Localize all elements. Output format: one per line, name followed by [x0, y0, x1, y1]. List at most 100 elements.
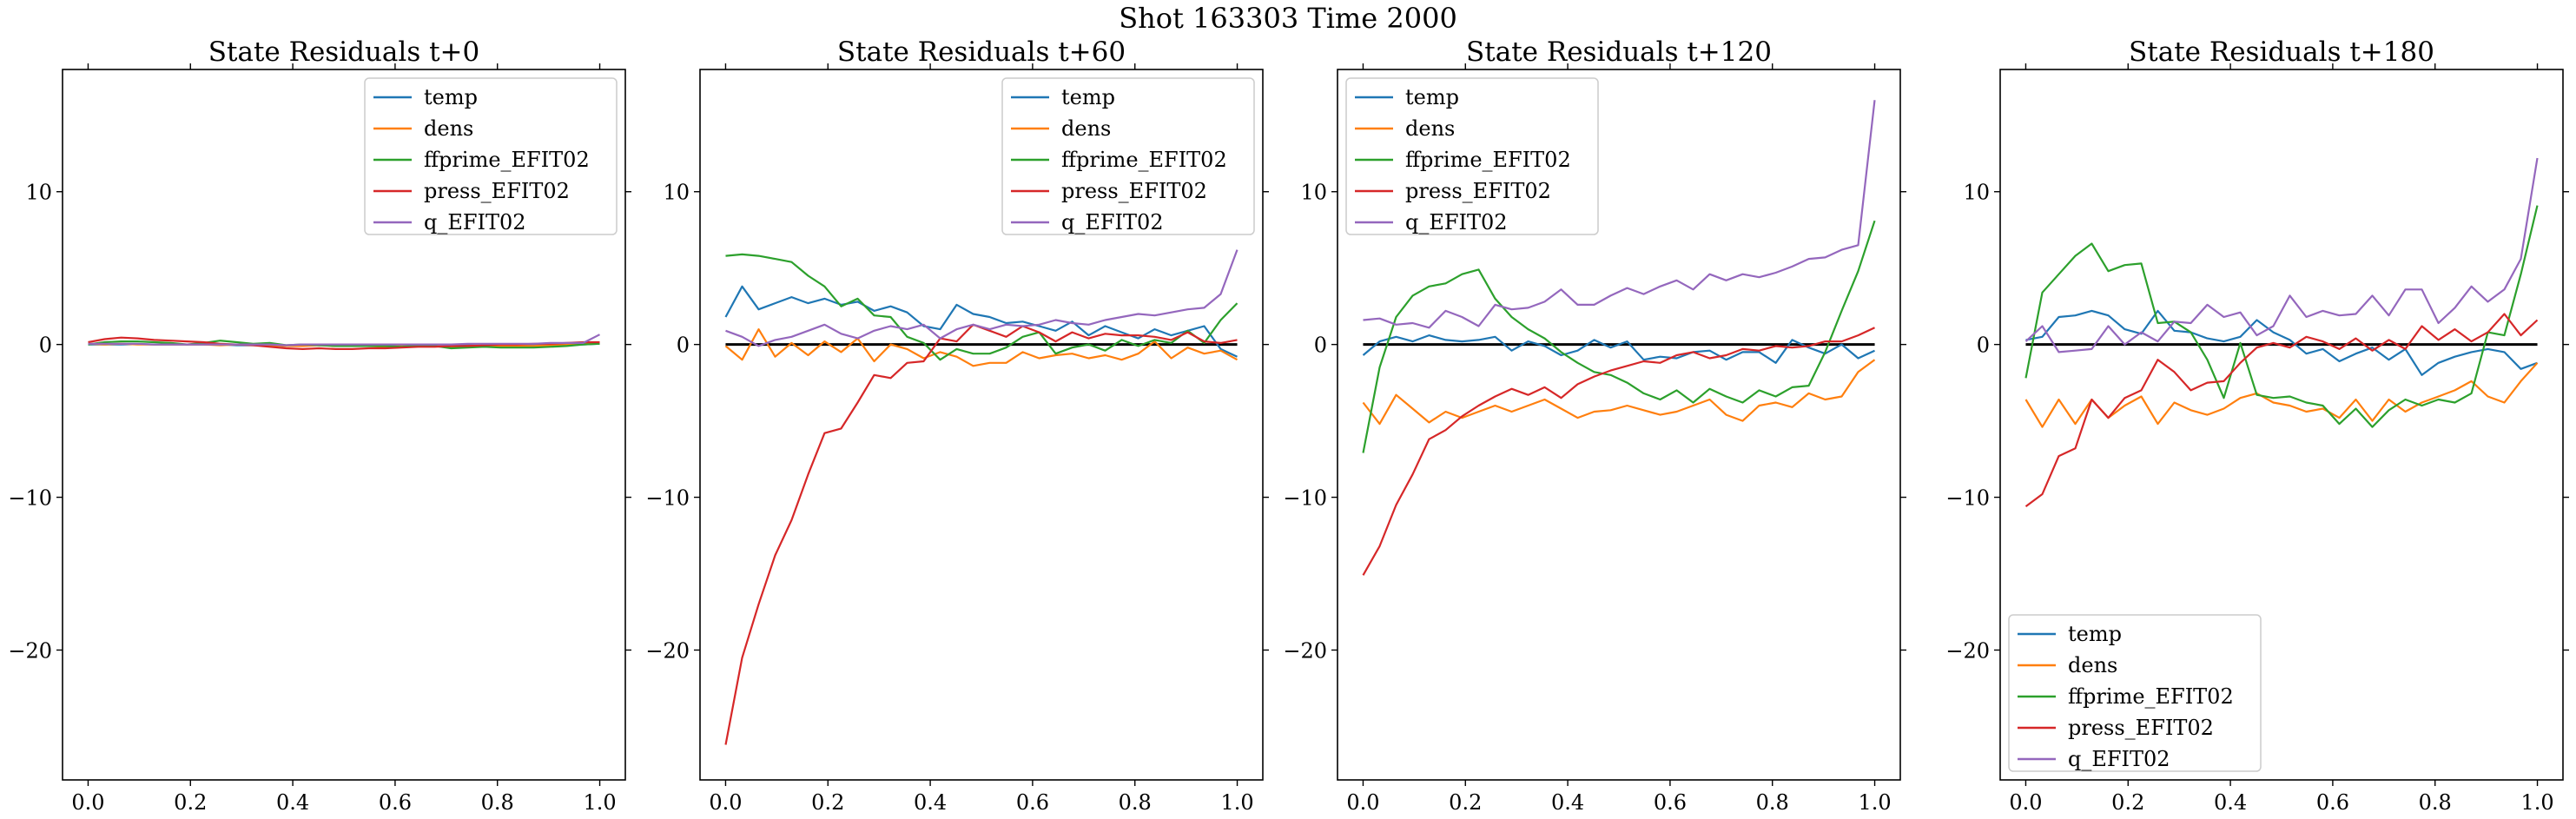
legend: temp dens ffprime_EFIT02 press_EFIT02 q_EFIT… — [364, 77, 618, 235]
x-tick-label: 0.6 — [1016, 790, 1049, 815]
legend-box — [364, 77, 618, 235]
legend-box — [1345, 77, 1599, 235]
legend-label: q_EFIT02 — [2068, 747, 2170, 771]
y-tick-label: 10 — [25, 181, 52, 205]
x-tick-label: 0.0 — [2009, 790, 2042, 815]
x-tick-label: 0.0 — [71, 790, 104, 815]
series-line-ffprime_EFIT02 — [2024, 205, 2539, 428]
x-tick-label: 0.6 — [1654, 790, 1687, 815]
series-line-press_EFIT02 — [724, 323, 1238, 745]
x-tick-label: 0.2 — [811, 790, 844, 815]
y-tick-label: −10 — [1283, 486, 1327, 511]
series-line-dens — [1362, 359, 1876, 426]
panel-title: State Residuals t+0 — [208, 36, 479, 68]
x-tick-label: 1.0 — [2520, 790, 2553, 815]
x-tick-label: 0.8 — [1119, 790, 1152, 815]
legend-label: ffprime_EFIT02 — [2068, 684, 2234, 709]
legend-label: temp — [2068, 622, 2122, 646]
legend: temp dens ffprime_EFIT02 press_EFIT02 q_EFIT… — [1345, 77, 1599, 235]
panel-title: State Residuals t+180 — [2129, 36, 2434, 68]
legend-label: press_EFIT02 — [2068, 716, 2214, 740]
series-line-ffprime_EFIT02 — [88, 340, 600, 350]
legend-label: temp — [424, 85, 478, 109]
legend-label: dens — [1405, 116, 1455, 141]
legend-label: press_EFIT02 — [424, 179, 570, 203]
x-tick-label: 0.0 — [1346, 790, 1379, 815]
axes-frame — [1999, 69, 2564, 781]
x-tick-label: 1.0 — [583, 790, 616, 815]
axes-frame — [699, 69, 1264, 781]
x-tick-label: 0.4 — [1551, 790, 1584, 815]
y-tick-label: −10 — [8, 486, 52, 511]
x-tick-label: 0.2 — [1449, 790, 1482, 815]
legend-label: dens — [1061, 116, 1111, 141]
y-tick-label: −20 — [645, 638, 690, 663]
x-tick-label: 1.0 — [1220, 790, 1253, 815]
legend-label: temp — [1405, 85, 1459, 109]
legend-box — [2008, 614, 2262, 772]
series-line-q_EFIT02 — [725, 249, 1238, 347]
panel-3: State Residuals t+180 0.0 0.2 0.4 0.6 0.8 1.0 −… — [1945, 36, 2569, 815]
legend-label: temp — [1061, 85, 1115, 109]
x-tick-label: 0.8 — [481, 790, 514, 815]
y-tick-label: −10 — [645, 486, 690, 511]
y-tick-label: 0 — [39, 334, 52, 358]
series-line-ffprime_EFIT02 — [1362, 220, 1876, 453]
panel-2: State Residuals t+120 0.0 0.2 0.4 0.6 0.8 1.0 −… — [1283, 36, 1906, 815]
panels: State Residuals t+0 0.0 0.2 0.4 0.6 0.8 1.0 −20… — [8, 36, 2569, 815]
figure-suptitle: Shot 163303 Time 2000 — [1119, 2, 1457, 35]
panel-0: State Residuals t+0 0.0 0.2 0.4 0.6 0.8 1.0 −20… — [8, 36, 631, 815]
axes-frame — [1337, 69, 1901, 781]
series-line-temp — [1362, 334, 1875, 364]
x-tick-label: 0.4 — [2214, 790, 2247, 815]
x-tick-label: 0.2 — [174, 790, 207, 815]
legend-label: q_EFIT02 — [1061, 210, 1164, 234]
y-tick-label: −20 — [1945, 638, 1990, 663]
y-tick-label: −20 — [1283, 638, 1327, 663]
x-tick-label: 0.0 — [709, 790, 742, 815]
series-line-ffprime_EFIT02 — [725, 253, 1238, 361]
x-tick-label: 1.0 — [1858, 790, 1891, 815]
x-tick-label: 0.6 — [379, 790, 412, 815]
legend-label: press_EFIT02 — [1061, 179, 1207, 203]
series-line-dens — [724, 328, 1238, 367]
series-line-press_EFIT02 — [1362, 327, 1875, 576]
panel-1: State Residuals t+60 0.0 0.2 0.4 0.6 0.8 1.0 −2… — [645, 36, 1269, 815]
legend-label: dens — [2068, 653, 2117, 677]
x-tick-label: 0.6 — [2316, 790, 2349, 815]
x-tick-label: 0.2 — [2111, 790, 2144, 815]
legend-label: q_EFIT02 — [1405, 210, 1508, 234]
legend: temp dens ffprime_EFIT02 press_EFIT02 q_EFIT… — [1001, 77, 1255, 235]
legend-label: dens — [424, 116, 473, 141]
x-tick-label: 0.8 — [1756, 790, 1789, 815]
y-tick-label: −20 — [8, 638, 52, 663]
series-line-dens — [2024, 362, 2539, 428]
legend: temp dens ffprime_EFIT02 press_EFIT02 q_EFIT… — [2008, 614, 2262, 772]
series-line-press_EFIT02 — [2024, 313, 2539, 507]
legend-label: q_EFIT02 — [424, 210, 526, 234]
y-tick-label: 10 — [1300, 181, 1327, 205]
y-tick-label: 10 — [663, 181, 690, 205]
x-tick-label: 0.4 — [914, 790, 947, 815]
legend-label: ffprime_EFIT02 — [424, 148, 590, 172]
legend-label: ffprime_EFIT02 — [1405, 148, 1571, 172]
y-tick-label: 0 — [1977, 334, 1990, 358]
y-tick-label: −10 — [1945, 486, 1990, 511]
series-line-temp — [2025, 309, 2538, 376]
y-tick-label: 10 — [1963, 181, 1990, 205]
x-tick-label: 0.8 — [2419, 790, 2452, 815]
legend-box — [1001, 77, 1255, 235]
series-line-q_EFIT02 — [88, 334, 601, 347]
series-line-temp — [724, 285, 1238, 358]
legend-label: press_EFIT02 — [1405, 179, 1551, 203]
y-tick-label: 0 — [677, 334, 690, 358]
panel-title: State Residuals t+60 — [837, 36, 1126, 68]
x-tick-label: 0.4 — [276, 790, 309, 815]
y-tick-label: 0 — [1314, 334, 1327, 358]
series-line-q_EFIT02 — [1363, 100, 1876, 329]
axes-frame — [62, 69, 626, 781]
legend-label: ffprime_EFIT02 — [1061, 148, 1227, 172]
panel-title: State Residuals t+120 — [1466, 36, 1772, 68]
series-line-q_EFIT02 — [2024, 157, 2539, 353]
